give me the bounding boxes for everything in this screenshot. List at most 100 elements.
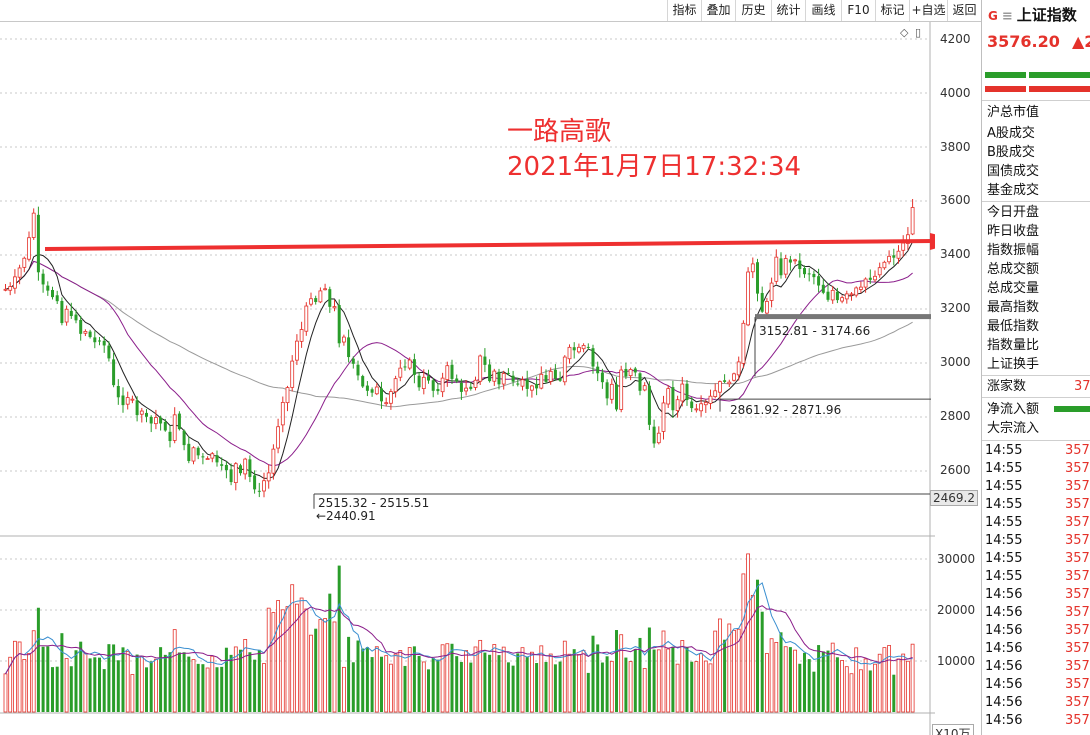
tick-time: 14:55 [985, 551, 1023, 566]
candle-body [661, 402, 666, 432]
volume-bar [647, 627, 651, 712]
volume-axis-label: 20000 [937, 603, 976, 617]
candle-body [642, 385, 647, 391]
mark-button[interactable]: 标记 [875, 0, 909, 21]
volume-bar [436, 659, 440, 712]
candle-body [60, 300, 64, 324]
volume-bar [544, 661, 548, 712]
tick-price: 357 [1065, 497, 1090, 512]
volume-bar [22, 659, 27, 713]
add-watchlist-button[interactable]: +自选 [909, 0, 947, 21]
price-axis-label: 3400 [940, 247, 971, 261]
candle-body [31, 212, 36, 238]
menu-icon[interactable]: ≡ [1001, 9, 1013, 24]
volume-bar [793, 649, 797, 713]
volume-bar [431, 658, 435, 712]
volume-bar [844, 666, 849, 713]
candle-body [511, 375, 515, 382]
candle-body [756, 262, 759, 294]
panel-icon[interactable]: ▯ [915, 26, 922, 39]
candle-body [88, 331, 92, 338]
volume-bar [153, 658, 158, 713]
tick-price: 357 [1065, 515, 1090, 530]
price-axis-label: 3800 [940, 140, 971, 154]
candle-body [633, 368, 637, 373]
tick-time: 14:55 [985, 569, 1023, 584]
volume-bar [854, 647, 859, 713]
volume-bar [243, 639, 248, 713]
candle-body [112, 359, 116, 386]
back-button[interactable]: 返回 [947, 0, 981, 21]
statistics-button[interactable]: 统计 [771, 0, 805, 21]
candle-body [520, 379, 525, 387]
candle-body [840, 297, 844, 302]
volume-bar [8, 656, 13, 713]
candle-body [145, 412, 148, 417]
candle-body [271, 448, 276, 474]
volume-bar [36, 607, 40, 712]
candle-body [27, 237, 31, 260]
tick-time: 14:56 [985, 605, 1023, 620]
candle-body [882, 261, 887, 269]
index-name: 上证指数 [1016, 6, 1077, 24]
volume-bar [304, 608, 309, 713]
rise-count-label: 涨家数 [987, 379, 1027, 394]
volume-bar [182, 652, 186, 712]
volume-bar [798, 663, 802, 712]
volume-bar [380, 656, 383, 712]
volume-bar [501, 646, 506, 713]
candle-body [398, 367, 403, 378]
volume-bar [896, 658, 901, 713]
indicator-button[interactable]: 指标 [667, 0, 701, 21]
volume-bar [713, 630, 718, 713]
tick-price: 357 [1065, 533, 1090, 548]
volume-bar [69, 666, 73, 712]
candle-body [323, 288, 328, 291]
candle-body [548, 370, 553, 382]
draw-line-button[interactable]: 画线 [805, 0, 841, 21]
kline-chart[interactable] [0, 0, 935, 735]
volume-bar [520, 647, 525, 713]
candle-body [812, 273, 816, 278]
price-axis-label: 3600 [940, 193, 971, 207]
history-button[interactable]: 历史 [735, 0, 771, 21]
volume-bar [196, 663, 200, 712]
f10-button[interactable]: F10 [841, 0, 875, 21]
volume-bar [910, 643, 915, 713]
volume-bar [318, 619, 323, 713]
candle-body [64, 308, 69, 323]
volume-bar [12, 640, 17, 713]
volume-bar [229, 654, 233, 712]
candle-body [36, 214, 40, 273]
overlay-button[interactable]: 叠加 [701, 0, 735, 21]
candle-body [314, 298, 318, 302]
stat-label: 今日开盘 [987, 205, 1040, 220]
volume-bar [821, 651, 825, 712]
volume-bar [46, 646, 50, 712]
tick-price: 357 [1065, 569, 1090, 584]
candle-body [83, 331, 88, 334]
candle-body [450, 364, 454, 379]
volume-bar [125, 650, 130, 713]
volume-bar [488, 654, 492, 712]
candle-body [172, 414, 177, 441]
candle-body [708, 395, 713, 404]
volume-bar [215, 667, 219, 712]
volume-bar [624, 657, 628, 712]
volume-bar [483, 652, 487, 712]
volume-bar [609, 660, 614, 713]
candle-body [196, 447, 200, 456]
volume-bar [116, 660, 120, 712]
volume-bar [239, 649, 242, 712]
candle-body [530, 385, 534, 391]
candle-body [12, 276, 17, 289]
diamond-icon[interactable]: ◇ [900, 26, 909, 39]
candle-body [374, 386, 379, 395]
candle-body [497, 371, 501, 385]
candle-body [685, 383, 689, 400]
volume-bar [365, 647, 369, 712]
candle-body [567, 346, 572, 360]
candle-body [153, 417, 158, 425]
volume-bar [328, 593, 332, 712]
tick-time: 14:56 [985, 713, 1023, 728]
